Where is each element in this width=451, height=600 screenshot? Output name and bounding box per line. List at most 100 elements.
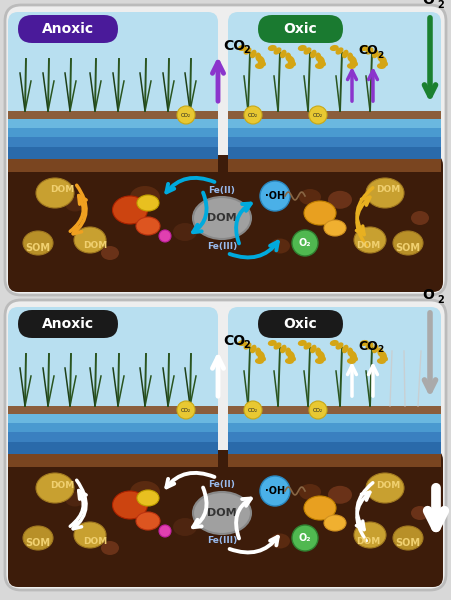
Ellipse shape (288, 355, 296, 361)
Ellipse shape (255, 63, 264, 69)
Text: CO₂: CO₂ (248, 408, 258, 413)
Ellipse shape (23, 526, 53, 550)
FancyBboxPatch shape (8, 307, 218, 455)
Ellipse shape (380, 355, 388, 361)
Ellipse shape (380, 351, 387, 359)
Text: DOM: DOM (207, 213, 237, 223)
Text: DOM: DOM (376, 481, 400, 490)
Bar (8, 119, 218, 128)
Bar (228, 422, 441, 432)
Bar (8, 441, 218, 455)
Circle shape (244, 401, 262, 419)
Ellipse shape (101, 246, 119, 260)
Ellipse shape (244, 343, 252, 350)
Ellipse shape (74, 522, 106, 548)
Circle shape (177, 401, 195, 419)
Ellipse shape (411, 506, 429, 520)
Ellipse shape (411, 211, 429, 225)
Ellipse shape (347, 63, 356, 69)
Bar (8, 406, 218, 414)
Ellipse shape (354, 522, 386, 548)
Text: Fe(III): Fe(III) (207, 241, 237, 251)
Ellipse shape (365, 343, 373, 350)
Ellipse shape (393, 526, 423, 550)
Ellipse shape (298, 45, 307, 51)
Ellipse shape (304, 343, 312, 350)
FancyBboxPatch shape (258, 15, 343, 43)
Circle shape (244, 106, 262, 124)
Bar (8, 431, 218, 442)
Ellipse shape (365, 47, 373, 55)
Text: CO: CO (223, 39, 245, 53)
FancyBboxPatch shape (8, 12, 218, 160)
Bar (228, 146, 441, 160)
Text: 2: 2 (243, 340, 250, 350)
Text: O: O (422, 0, 434, 7)
FancyBboxPatch shape (228, 12, 441, 160)
Text: Fe(II): Fe(II) (208, 185, 235, 194)
Ellipse shape (336, 343, 344, 350)
Ellipse shape (299, 189, 321, 205)
Ellipse shape (36, 178, 74, 208)
Ellipse shape (112, 491, 147, 519)
Bar (8, 159, 218, 172)
Circle shape (159, 230, 171, 242)
Text: CO₂: CO₂ (313, 408, 323, 413)
Ellipse shape (350, 355, 358, 361)
Ellipse shape (377, 53, 383, 61)
Ellipse shape (130, 186, 160, 208)
FancyBboxPatch shape (5, 300, 446, 590)
Ellipse shape (347, 358, 356, 364)
Ellipse shape (357, 227, 383, 246)
Ellipse shape (136, 217, 160, 235)
Circle shape (292, 230, 318, 256)
Ellipse shape (268, 45, 277, 51)
Ellipse shape (112, 196, 147, 224)
Text: ·OH: ·OH (265, 486, 285, 496)
Ellipse shape (36, 473, 74, 503)
Ellipse shape (268, 340, 277, 346)
Ellipse shape (350, 56, 357, 64)
Circle shape (292, 525, 318, 551)
FancyBboxPatch shape (18, 15, 118, 43)
Ellipse shape (65, 196, 85, 211)
Ellipse shape (372, 345, 378, 353)
Bar (228, 159, 441, 172)
Ellipse shape (393, 231, 423, 255)
Text: CO: CO (223, 334, 245, 348)
Ellipse shape (136, 512, 160, 530)
Ellipse shape (285, 358, 294, 364)
Text: 2: 2 (437, 0, 444, 10)
Ellipse shape (255, 358, 264, 364)
Circle shape (159, 525, 171, 537)
Ellipse shape (193, 197, 251, 239)
Ellipse shape (298, 340, 307, 346)
Ellipse shape (310, 345, 317, 353)
Ellipse shape (288, 59, 296, 67)
Ellipse shape (250, 345, 257, 353)
FancyBboxPatch shape (228, 307, 441, 455)
Text: 2: 2 (377, 346, 383, 355)
Bar (8, 414, 218, 423)
Ellipse shape (330, 340, 339, 346)
Ellipse shape (350, 59, 358, 67)
Ellipse shape (255, 347, 261, 356)
Ellipse shape (324, 515, 346, 531)
Ellipse shape (318, 351, 325, 359)
Circle shape (177, 106, 195, 124)
Ellipse shape (380, 59, 388, 67)
Ellipse shape (65, 491, 85, 506)
Bar (228, 431, 441, 442)
Ellipse shape (101, 541, 119, 555)
Ellipse shape (342, 345, 349, 353)
Ellipse shape (304, 47, 312, 55)
Bar (228, 414, 441, 423)
Ellipse shape (310, 50, 317, 58)
Text: DOM: DOM (207, 508, 237, 518)
Text: CO: CO (358, 44, 378, 58)
FancyBboxPatch shape (258, 310, 343, 338)
Text: DOM: DOM (50, 185, 74, 194)
Bar (228, 441, 441, 455)
Ellipse shape (318, 59, 326, 67)
Ellipse shape (238, 340, 247, 346)
